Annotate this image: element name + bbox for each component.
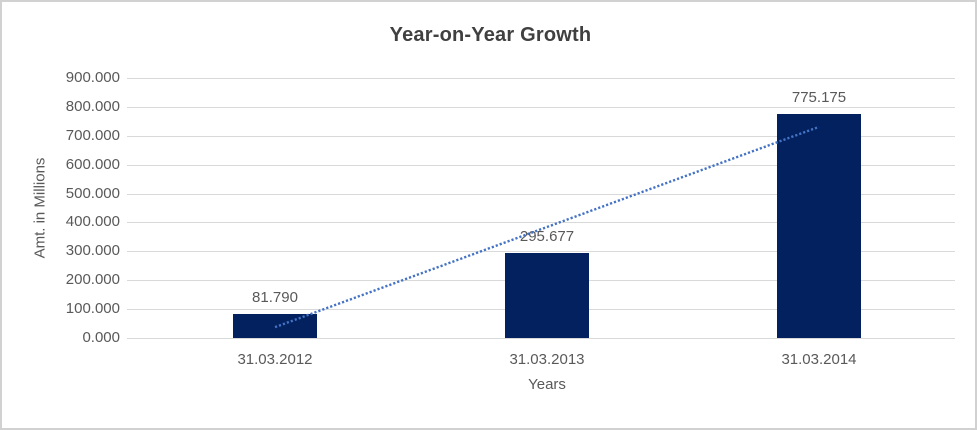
y-tick-label: 200.000 (65, 271, 120, 289)
gridline (127, 78, 955, 79)
y-tick-label: 400.000 (65, 213, 120, 231)
x-axis-title: Years (528, 376, 566, 393)
y-tick-label: 300.000 (65, 242, 120, 260)
bar-value-label: 295.677 (519, 227, 575, 245)
bar-31.03.2012 (233, 314, 317, 338)
x-category-label: 31.03.2013 (509, 351, 585, 368)
x-category-label: 31.03.2012 (237, 351, 313, 368)
y-tick-label: 500.000 (65, 184, 120, 202)
y-tick-label: 0.000 (82, 329, 120, 346)
gridline (127, 106, 955, 108)
bar-31.03.2013 (505, 252, 589, 338)
y-tick-label: 800.000 (65, 97, 120, 115)
y-tick-label: 700.000 (65, 126, 120, 144)
y-tick-label: 600.000 (65, 155, 120, 173)
x-category-label: 31.03.2014 (781, 351, 857, 368)
y-tick-label: 900.000 (65, 69, 120, 86)
chart-title: Year-on-Year Growth (389, 24, 592, 46)
y-tick-label: 100.000 (65, 300, 120, 318)
bar-value-label: 775.175 (791, 89, 847, 107)
bar-31.03.2014 (777, 114, 861, 338)
bar-value-label: 81.790 (252, 289, 298, 307)
gridline (127, 338, 955, 339)
